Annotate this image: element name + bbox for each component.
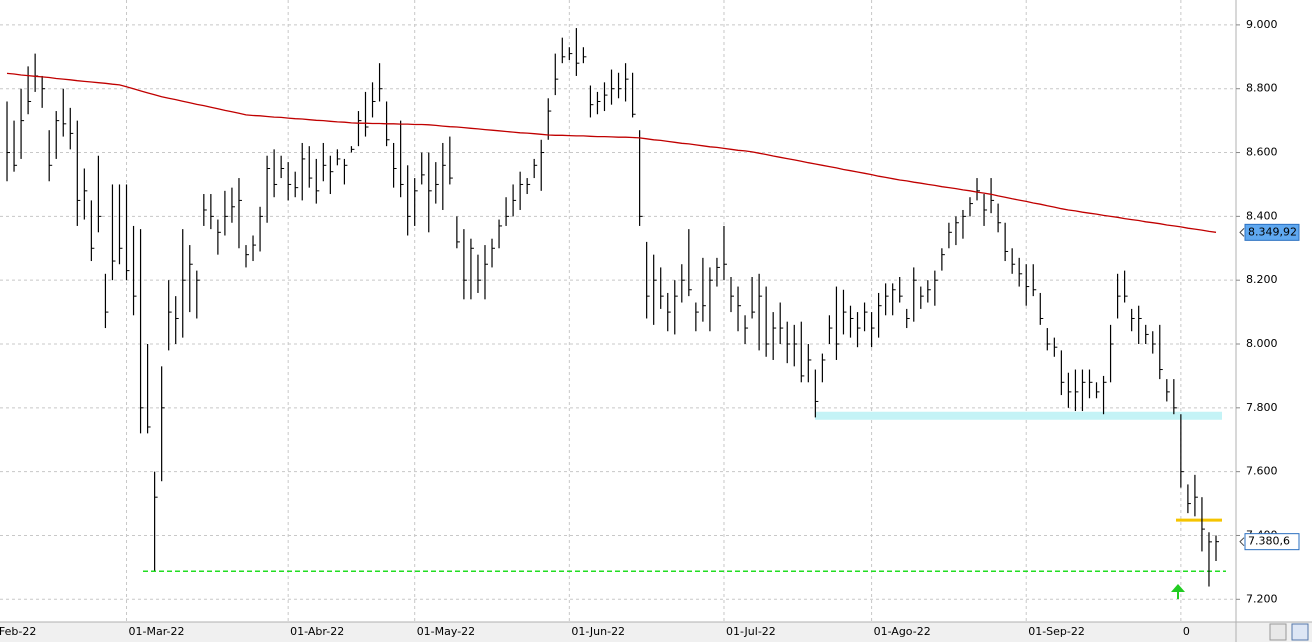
y-tick-label: 8.800 xyxy=(1246,82,1278,95)
y-tick-label: 7.600 xyxy=(1246,465,1278,478)
price-pointer xyxy=(1239,537,1245,547)
grid xyxy=(0,0,1240,622)
tool-icon[interactable] xyxy=(1269,623,1287,641)
y-tick-label: 7.800 xyxy=(1246,401,1278,414)
x-tick-label: 01-Jul-22 xyxy=(726,625,776,638)
y-tick-label: 9.000 xyxy=(1246,18,1278,31)
price-label: 7.380,6 xyxy=(1248,535,1290,548)
buy-arrow xyxy=(1171,584,1185,599)
price-label: 8.349,92 xyxy=(1248,225,1297,238)
price-box xyxy=(1244,223,1300,241)
x-tick-label: 01-Abr-22 xyxy=(290,625,344,638)
price-box xyxy=(1244,533,1300,551)
x-tick-label: 01-Sep-22 xyxy=(1028,625,1085,638)
x-tick-label: 01-Feb-22 xyxy=(0,625,36,638)
x-tick-label: 01-Mar-22 xyxy=(129,625,185,638)
save-icon[interactable] xyxy=(1291,623,1309,641)
x-axis-band xyxy=(0,622,1312,642)
price-pointer xyxy=(1239,227,1245,237)
y-tick-label: 8.600 xyxy=(1246,146,1278,159)
x-tick-label: 0 xyxy=(1183,625,1190,638)
x-tick-label: 01-May-22 xyxy=(417,625,475,638)
x-tick-label: 01-Ago-22 xyxy=(874,625,931,638)
bars xyxy=(6,28,1220,587)
y-tick-label: 8.400 xyxy=(1246,209,1278,222)
y-tick-label: 8.200 xyxy=(1246,273,1278,286)
labels: 7.2007.4007.6007.8008.0008.2008.4008.600… xyxy=(0,18,1300,638)
y-tick-label: 7.200 xyxy=(1246,592,1278,605)
y-tick-label: 8.000 xyxy=(1246,337,1278,350)
levels xyxy=(143,411,1226,572)
x-tick-label: 01-Jun-22 xyxy=(571,625,625,638)
lines xyxy=(6,72,1217,233)
moving-average xyxy=(6,72,1217,233)
